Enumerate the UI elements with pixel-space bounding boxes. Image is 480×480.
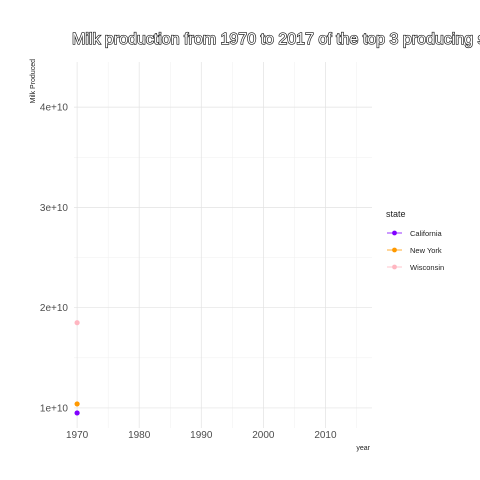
y-tick-label: 4e+10 <box>40 103 69 114</box>
grid <box>74 62 372 428</box>
y-axis-ticks: 1e+10 2e+10 3e+10 4e+10 <box>40 103 69 415</box>
y-axis-title: Milk Produced <box>30 59 37 103</box>
legend-key <box>392 231 397 236</box>
chart-title: Milk production from 1970 to 2017 of the… <box>72 31 480 48</box>
x-tick-label: 1980 <box>128 430 151 441</box>
y-tick-label: 3e+10 <box>40 203 69 214</box>
legend: state California New York Wisconsin <box>386 209 444 272</box>
x-tick-label: 2010 <box>314 430 337 441</box>
legend-label: California <box>410 229 443 238</box>
x-tick-label: 1990 <box>190 430 213 441</box>
data-point-new-york <box>75 401 80 406</box>
legend-key <box>392 248 397 253</box>
x-axis-title: year <box>356 445 370 452</box>
data-point-wisconsin <box>75 320 80 325</box>
legend-label: New York <box>410 246 442 255</box>
legend-label: Wisconsin <box>410 263 444 272</box>
x-tick-label: 1970 <box>66 430 89 441</box>
legend-title: state <box>386 209 406 219</box>
y-tick-label: 1e+10 <box>40 403 69 414</box>
x-axis-ticks: 1970 1980 1990 2000 2010 <box>66 430 337 441</box>
x-tick-label: 2000 <box>252 430 275 441</box>
legend-key <box>392 265 397 270</box>
y-tick-label: 2e+10 <box>40 303 69 314</box>
data-point-california <box>75 410 80 415</box>
legend-items: California New York Wisconsin <box>387 229 444 272</box>
